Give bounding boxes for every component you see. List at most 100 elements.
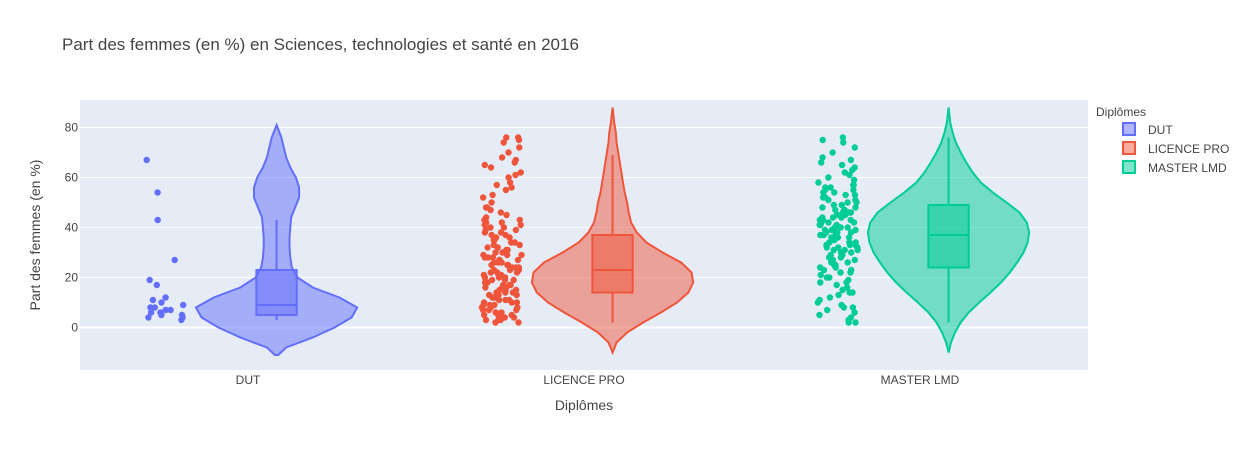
data-point (841, 246, 848, 254)
data-point (147, 309, 155, 316)
legend-label: MASTER LMD (1148, 161, 1227, 175)
data-point (482, 204, 490, 211)
data-point (816, 296, 823, 304)
data-point (848, 249, 855, 256)
data-point (837, 269, 844, 276)
data-point (847, 156, 855, 164)
data-point (497, 209, 504, 216)
data-point (850, 186, 857, 194)
x-axis-ticks: DUT LICENCE PRO MASTER LMD (236, 373, 960, 387)
data-point (816, 311, 823, 319)
data-point (850, 181, 857, 189)
data-point (822, 184, 829, 191)
data-point (512, 156, 519, 164)
y-tick-label: 80 (65, 121, 79, 135)
data-point (487, 224, 494, 231)
data-point (841, 169, 848, 176)
data-point (817, 231, 824, 239)
data-point (818, 159, 825, 166)
series-dut (143, 122, 359, 356)
data-point (819, 194, 827, 201)
data-point (838, 301, 845, 309)
data-point (852, 196, 859, 204)
data-point (486, 301, 494, 309)
data-point (517, 169, 524, 176)
legend-label: DUT (1148, 123, 1173, 137)
data-point (167, 306, 174, 314)
data-point (489, 191, 496, 199)
data-point (158, 299, 165, 306)
data-point (178, 311, 186, 319)
data-point (845, 276, 852, 284)
data-point (498, 219, 505, 226)
data-point (847, 216, 854, 224)
y-tick-label: 40 (65, 221, 79, 235)
legend-swatch (1122, 141, 1136, 155)
data-point (852, 226, 859, 234)
data-point (835, 291, 842, 299)
data-point (480, 251, 487, 259)
data-point (146, 276, 153, 284)
legend-item: MASTER LMD (1122, 160, 1227, 175)
data-point (515, 134, 522, 141)
data-point (482, 284, 489, 291)
legend-title: Diplômes (1096, 105, 1146, 119)
data-point (505, 174, 512, 181)
data-point (848, 266, 855, 274)
data-point (149, 296, 157, 304)
data-point (516, 216, 523, 224)
data-point (844, 199, 851, 206)
data-point (490, 259, 498, 266)
data-point (491, 301, 498, 309)
data-point (816, 264, 824, 271)
data-point (838, 161, 846, 169)
data-point (825, 174, 832, 181)
series-master-lmd (814, 107, 1031, 353)
data-point (845, 234, 853, 241)
x-tick-label: DUT (236, 373, 261, 387)
data-point (488, 231, 495, 239)
data-point (479, 194, 487, 201)
data-point (850, 176, 858, 184)
x-tick-label: LICENCE PRO (543, 373, 624, 387)
y-tick-label: 60 (65, 171, 79, 185)
data-point (832, 206, 839, 214)
data-point (498, 154, 506, 161)
data-point (851, 191, 859, 199)
data-point (162, 306, 169, 314)
data-point (162, 294, 169, 301)
data-point (496, 256, 503, 264)
data-point (502, 296, 509, 304)
data-point (500, 139, 507, 146)
data-point (514, 256, 522, 264)
data-point (508, 239, 515, 246)
data-point (844, 224, 851, 231)
legend: Diplômes DUT LICENCE PRO MASTER LMD (1096, 105, 1229, 175)
data-point (817, 279, 824, 286)
data-point (847, 314, 855, 321)
data-point (849, 304, 857, 311)
data-point (819, 154, 826, 161)
data-point (482, 316, 490, 324)
data-point (493, 181, 500, 189)
data-point (829, 149, 836, 156)
data-point (833, 221, 840, 229)
data-point (484, 244, 491, 251)
data-point (516, 241, 523, 249)
data-point (831, 189, 838, 196)
data-point (480, 271, 488, 279)
data-point (819, 214, 826, 221)
data-point (515, 264, 522, 271)
data-point (501, 314, 508, 321)
data-point (180, 301, 187, 309)
data-point (835, 244, 842, 251)
data-point (153, 281, 160, 289)
data-point (486, 291, 493, 299)
data-point (834, 229, 841, 236)
data-point (843, 284, 851, 291)
y-axis-title: Part des femmes (en %) (27, 160, 43, 311)
data-point (851, 256, 858, 264)
data-point (842, 191, 849, 199)
data-point (508, 184, 515, 191)
data-point (817, 271, 824, 279)
